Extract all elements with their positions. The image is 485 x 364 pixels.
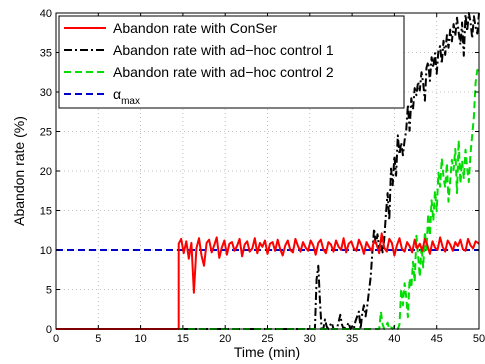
legend-label-1: Abandon rate with ConSer: [113, 20, 278, 36]
legend: Abandon rate with ConSer Abandon rate wit…: [58, 15, 405, 109]
series-line-2: [56, 12, 480, 330]
x-tick-label: 15: [177, 333, 189, 345]
x-axis-title: Time (min): [234, 344, 300, 360]
legend-entries: Abandon rate with ConSer Abandon rate wit…: [64, 20, 334, 107]
tick-labels: 0 5 10 15 20 25 30 35 40 45 50 0 5 10 15 20 25 30 35 40: [40, 8, 485, 345]
x-tick-label: 35: [346, 333, 358, 345]
legend-label-subscript: max: [121, 96, 140, 107]
legend-box: [58, 15, 405, 109]
x-tick-label: 40: [388, 333, 400, 345]
y-tick-label: 35: [40, 48, 52, 60]
y-tick-label: 10: [40, 245, 52, 257]
y-tick-label: 15: [40, 206, 52, 218]
x-tick-label: 25: [261, 333, 273, 345]
y-tick-label: 0: [46, 324, 52, 336]
series-line-1: [56, 232, 480, 330]
y-tick-label: 30: [40, 87, 52, 99]
y-tick-label: 20: [40, 166, 52, 178]
x-tick-label: 20: [219, 333, 231, 345]
x-tick-label: 10: [134, 333, 146, 345]
y-axis-title: Abandon rate (%): [11, 116, 27, 226]
x-tick-label: 30: [304, 333, 316, 345]
x-tick-label: 50: [473, 333, 485, 345]
x-tick-label: 5: [95, 333, 101, 345]
legend-label-2: Abandon rate with ad−hoc control 1: [113, 42, 334, 58]
y-tick-label: 25: [40, 127, 52, 139]
x-tick-label: 45: [431, 333, 443, 345]
y-tick-label: 5: [46, 285, 52, 297]
legend-label-3: Abandon rate with ad−hoc control 2: [113, 64, 334, 80]
x-tick-label: 0: [53, 333, 59, 345]
y-tick-label: 40: [40, 8, 52, 20]
